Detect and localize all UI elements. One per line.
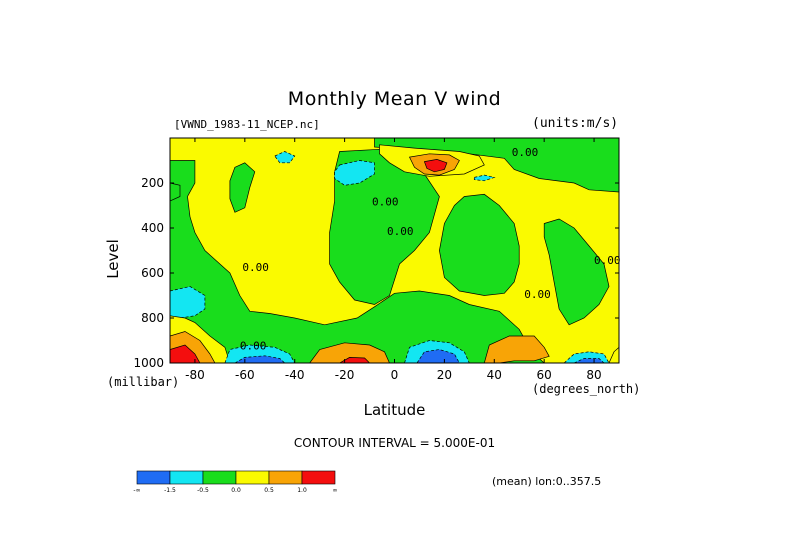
contour-region-26 bbox=[608, 346, 619, 363]
colorbar-label: -0.5 bbox=[197, 487, 209, 494]
contour-region-23 bbox=[483, 335, 550, 363]
contour-labels: 0.00 0.00 0.00 0.00 0.00 0.00 0.00 bbox=[240, 146, 621, 353]
mean-longitude-label: (mean) lon:0..357.5 bbox=[492, 475, 602, 488]
contour-region-4 bbox=[170, 182, 181, 202]
y-tick-label: 1000 bbox=[133, 356, 164, 370]
x-tick-label: 40 bbox=[487, 368, 502, 382]
contour-region-19 bbox=[309, 342, 390, 363]
contour-region-16 bbox=[170, 344, 201, 363]
contour-region-9 bbox=[423, 159, 448, 173]
colorbar-label: -∞ bbox=[133, 487, 140, 494]
colorbar-swatch bbox=[169, 470, 204, 485]
x-tick-label: -40 bbox=[285, 368, 305, 382]
colorbar-swatch bbox=[136, 470, 171, 485]
contour-label-3: 0.00 bbox=[242, 261, 268, 274]
colorbar-swatch bbox=[202, 470, 237, 485]
contour-region-25 bbox=[573, 358, 605, 363]
contour-region-22 bbox=[416, 349, 460, 363]
contour-region-11 bbox=[334, 160, 375, 186]
y-axis-ticks: 200 400 600 800 1000 bbox=[133, 176, 619, 370]
contour-label-0: 0.00 bbox=[240, 340, 267, 353]
colorbar-swatch bbox=[235, 470, 270, 485]
contour-region-20 bbox=[338, 357, 371, 363]
contour-region-3 bbox=[229, 162, 256, 213]
contour-regions bbox=[170, 138, 619, 363]
contour-region-10 bbox=[274, 151, 296, 164]
colorbar: -∞ -1.5 -0.5 0.0 0.5 1.0 ∞ bbox=[133, 470, 338, 494]
x-axis-ticks: -80 -60 -40 -20 0 20 40 60 80 bbox=[185, 138, 602, 382]
colorbar-swatch bbox=[268, 470, 303, 485]
contour-region-6 bbox=[543, 218, 610, 326]
chart-title: Monthly Mean V wind bbox=[287, 88, 502, 110]
x-tick-label: -20 bbox=[335, 368, 355, 382]
colorbar-swatch bbox=[301, 470, 336, 485]
colorbar-label: 1.0 bbox=[297, 487, 307, 494]
contour-label-6: 0.00 bbox=[594, 254, 621, 267]
x-axis-unit-label: (degrees_north) bbox=[532, 382, 641, 396]
x-tick-label: 80 bbox=[586, 368, 601, 382]
contour-region-18 bbox=[234, 355, 286, 363]
colorbar-label: -1.5 bbox=[164, 487, 176, 494]
x-tick-label: 20 bbox=[437, 368, 452, 382]
units-label: (units:m/s) bbox=[532, 116, 619, 131]
file-label: [VWND_1983-11_NCEP.nc] bbox=[174, 118, 320, 131]
x-axis-label: Latitude bbox=[363, 401, 426, 419]
x-tick-label: 0 bbox=[391, 368, 399, 382]
y-axis-unit-label: (millibar) bbox=[107, 375, 180, 389]
contour-label-4: 0.00 bbox=[524, 288, 551, 301]
contour-label-1: 0.00 bbox=[372, 196, 399, 209]
colorbar-label: 0.5 bbox=[264, 487, 274, 494]
x-tick-label: -80 bbox=[185, 368, 205, 382]
y-tick-label: 600 bbox=[141, 266, 164, 280]
contour-label-2: 0.00 bbox=[387, 225, 414, 238]
x-tick-label: 60 bbox=[537, 368, 552, 382]
contour-region-12 bbox=[473, 174, 496, 182]
contour-label-5: 0.00 bbox=[512, 146, 539, 159]
x-tick-label: -60 bbox=[235, 368, 255, 382]
y-tick-label: 800 bbox=[141, 311, 164, 325]
y-tick-label: 400 bbox=[141, 221, 164, 235]
colorbar-label: ∞ bbox=[333, 487, 338, 494]
contour-region-5 bbox=[439, 193, 520, 296]
colorbar-label: 0.0 bbox=[231, 487, 241, 494]
y-tick-label: 200 bbox=[141, 176, 164, 190]
contour-interval-label: CONTOUR INTERVAL = 5.000E-01 bbox=[293, 436, 496, 450]
